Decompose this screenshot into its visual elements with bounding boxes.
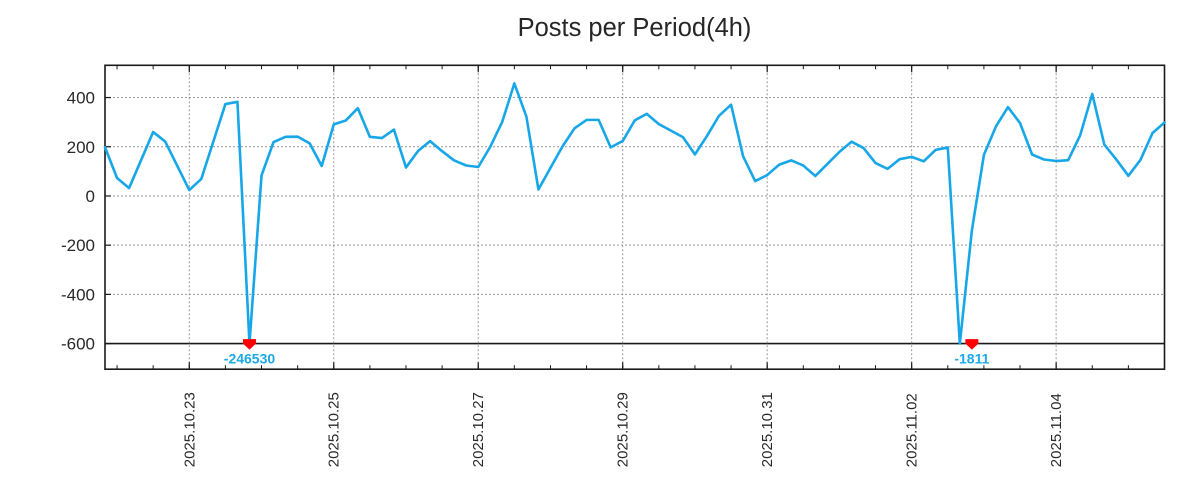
svg-text:200: 200 bbox=[67, 138, 95, 157]
svg-text:2025.10.25: 2025.10.25 bbox=[326, 392, 343, 467]
svg-text:-400: -400 bbox=[61, 285, 95, 304]
svg-text:2025.10.29: 2025.10.29 bbox=[615, 392, 632, 467]
svg-text:2025.10.27: 2025.10.27 bbox=[470, 392, 487, 467]
svg-text:0: 0 bbox=[86, 187, 95, 206]
svg-text:-246530: -246530 bbox=[224, 351, 276, 367]
svg-text:-1811: -1811 bbox=[954, 351, 989, 367]
svg-text:2025.11.02: 2025.11.02 bbox=[904, 393, 921, 467]
svg-text:2025.10.31: 2025.10.31 bbox=[759, 392, 776, 467]
svg-text:-600: -600 bbox=[61, 335, 95, 354]
svg-text:2025.11.04: 2025.11.04 bbox=[1048, 393, 1065, 467]
svg-text:-200: -200 bbox=[61, 236, 95, 255]
svg-text:400: 400 bbox=[67, 89, 95, 108]
svg-text:Posts per Period(4h): Posts per Period(4h) bbox=[518, 14, 752, 42]
svg-text:2025.10.23: 2025.10.23 bbox=[181, 392, 198, 467]
